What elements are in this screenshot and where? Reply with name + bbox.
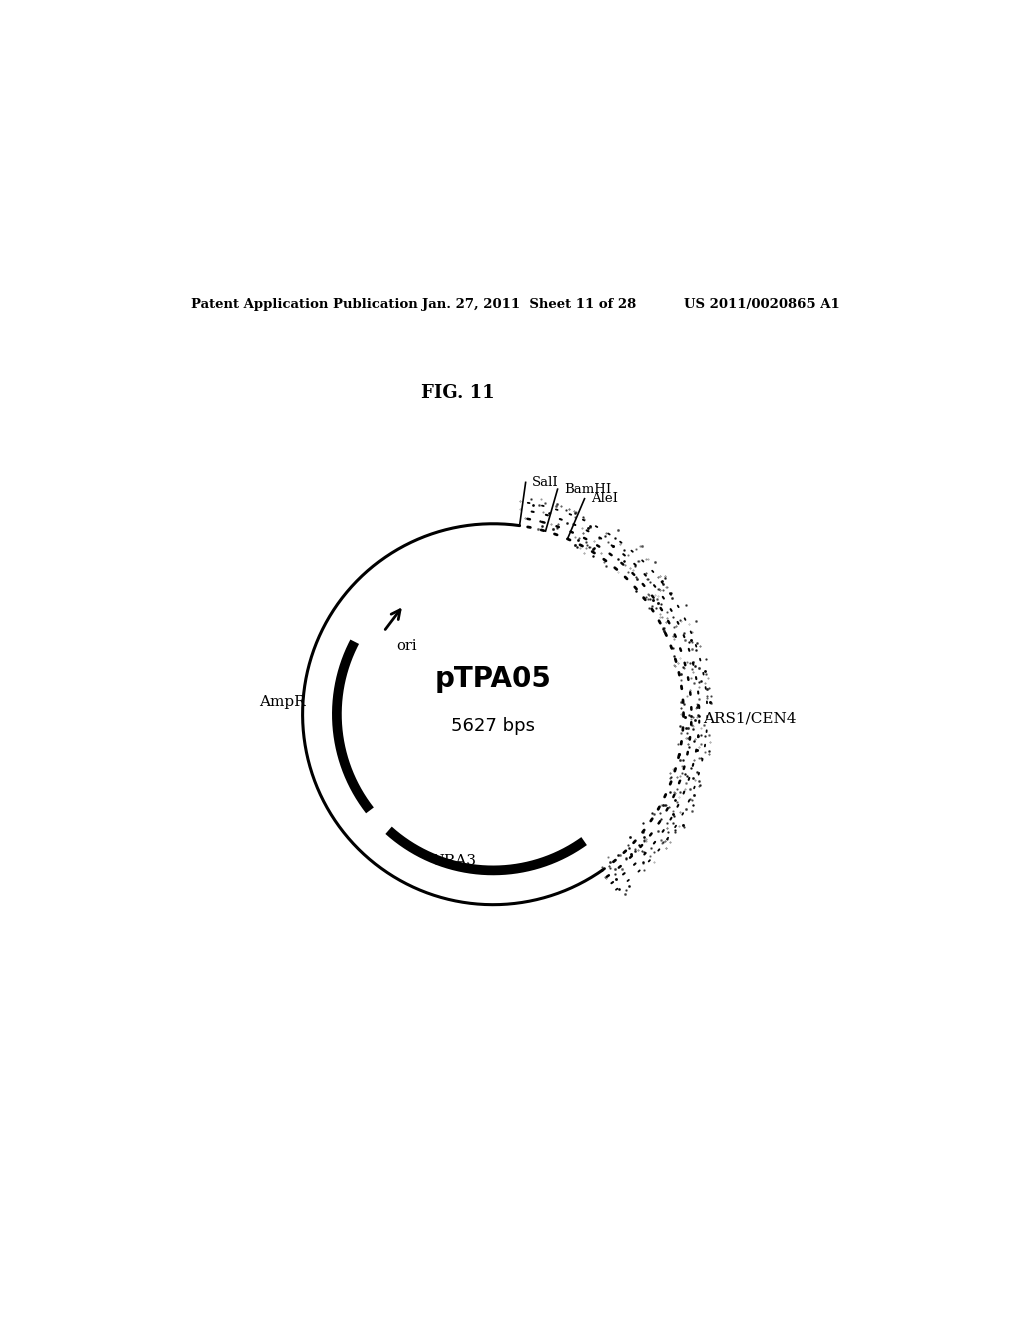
- Text: 5627 bps: 5627 bps: [451, 717, 536, 735]
- Text: AleI: AleI: [591, 492, 617, 506]
- Text: SalI: SalI: [532, 477, 559, 488]
- Text: ARS1/CEN4: ARS1/CEN4: [703, 711, 797, 725]
- Text: BamHI: BamHI: [564, 483, 611, 496]
- Text: pTPA05: pTPA05: [434, 664, 552, 693]
- Text: FIG. 11: FIG. 11: [421, 384, 495, 401]
- Text: URA3: URA3: [431, 854, 476, 869]
- Text: US 2011/0020865 A1: US 2011/0020865 A1: [684, 298, 840, 312]
- Text: ori: ori: [396, 639, 417, 653]
- Text: Jan. 27, 2011  Sheet 11 of 28: Jan. 27, 2011 Sheet 11 of 28: [422, 298, 636, 312]
- Text: AmpR: AmpR: [259, 696, 305, 709]
- Text: Patent Application Publication: Patent Application Publication: [191, 298, 418, 312]
